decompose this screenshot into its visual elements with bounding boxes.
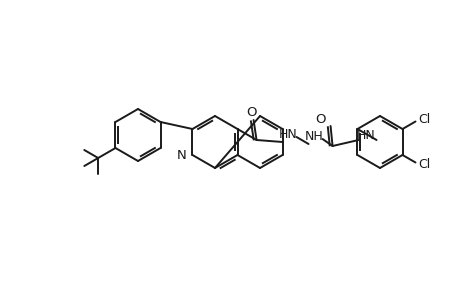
- Text: Cl: Cl: [418, 113, 430, 126]
- Text: O: O: [246, 106, 256, 118]
- Text: HN: HN: [357, 128, 375, 142]
- Text: HN: HN: [279, 128, 297, 140]
- Text: NH: NH: [304, 130, 323, 142]
- Text: N: N: [176, 148, 186, 161]
- Text: Cl: Cl: [418, 158, 430, 171]
- Text: O: O: [314, 112, 325, 125]
